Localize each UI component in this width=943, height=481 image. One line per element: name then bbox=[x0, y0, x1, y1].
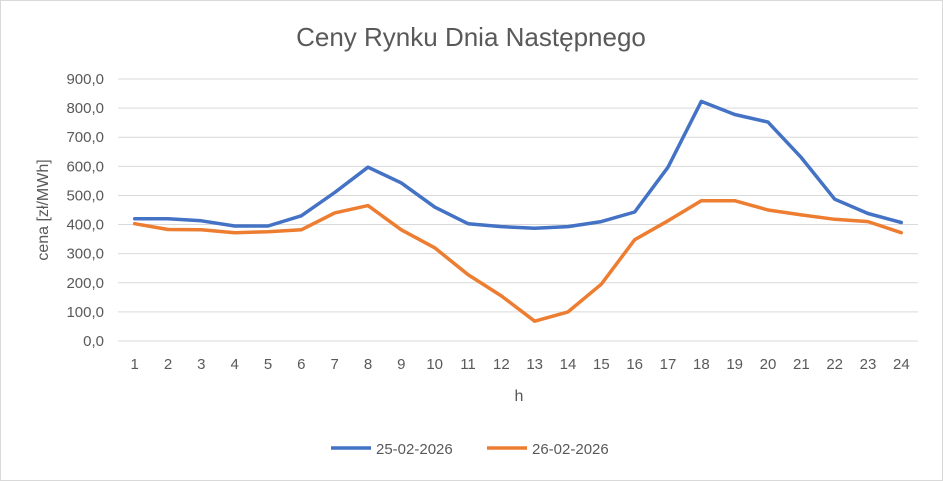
x-tick-label: 5 bbox=[264, 356, 272, 373]
y-tick-label: 300,0 bbox=[66, 246, 104, 263]
y-tick-label: 600,0 bbox=[66, 158, 104, 175]
y-tick-label: 100,0 bbox=[66, 304, 104, 321]
x-tick-label: 23 bbox=[860, 356, 877, 373]
x-tick-label: 1 bbox=[130, 356, 138, 373]
series-line-2 bbox=[132, 198, 904, 323]
y-tick-label: 400,0 bbox=[66, 217, 104, 234]
x-tick-label: 17 bbox=[660, 356, 677, 373]
x-axis-label: h bbox=[515, 388, 524, 405]
series-line-1 bbox=[132, 99, 904, 231]
x-tick-label: 19 bbox=[726, 356, 743, 373]
y-tick-label: 700,0 bbox=[66, 129, 104, 146]
x-tick-label: 15 bbox=[593, 356, 610, 373]
x-tick-label: 22 bbox=[826, 356, 843, 373]
x-tick-label: 20 bbox=[760, 356, 777, 373]
y-axis-label: cena [zł/MWh] bbox=[35, 159, 52, 260]
y-tick-label: 900,0 bbox=[66, 71, 104, 88]
x-tick-label: 3 bbox=[197, 356, 205, 373]
y-tick-label: 800,0 bbox=[66, 100, 104, 117]
x-tick-label: 7 bbox=[330, 356, 338, 373]
x-tick-label: 24 bbox=[893, 356, 910, 373]
chart-title: Ceny Rynku Dnia Następnego bbox=[296, 22, 646, 52]
x-tick-label: 21 bbox=[793, 356, 810, 373]
legend-item-2: 26-02-2026 bbox=[487, 441, 609, 458]
x-tick-label: 18 bbox=[693, 356, 710, 373]
x-tick-label: 14 bbox=[560, 356, 577, 373]
x-tick-label: 11 bbox=[460, 356, 476, 373]
x-tick-label: 16 bbox=[626, 356, 643, 373]
legend-item-1: 25-02-2026 bbox=[331, 441, 453, 458]
legend-label: 26-02-2026 bbox=[532, 441, 609, 458]
x-tick-label: 13 bbox=[526, 356, 543, 373]
x-tick-label: 12 bbox=[493, 356, 510, 373]
legend: 25-02-2026 26-02-2026 bbox=[331, 441, 609, 458]
x-tick-label: 9 bbox=[397, 356, 405, 373]
y-tick-label: 500,0 bbox=[66, 187, 104, 204]
gridlines bbox=[118, 78, 918, 342]
legend-label: 25-02-2026 bbox=[376, 441, 453, 458]
y-tick-label: 0,0 bbox=[83, 333, 104, 350]
x-tick-labels: 1 2 3 4 5 6 7 8 9 10 11 12 13 14 15 16 17 18 19 20 21 22 23 24 bbox=[130, 356, 909, 373]
x-tick-label: 4 bbox=[230, 356, 238, 373]
x-tick-label: 6 bbox=[297, 356, 305, 373]
x-tick-label: 8 bbox=[364, 356, 372, 373]
y-tick-labels: 0,0 100,0 200,0 300,0 400,0 500,0 600,0 700,0 80… bbox=[66, 71, 104, 350]
series-lines bbox=[132, 99, 904, 323]
x-tick-label: 10 bbox=[426, 356, 443, 373]
y-tick-label: 200,0 bbox=[66, 275, 104, 292]
x-tick-label: 2 bbox=[164, 356, 172, 373]
